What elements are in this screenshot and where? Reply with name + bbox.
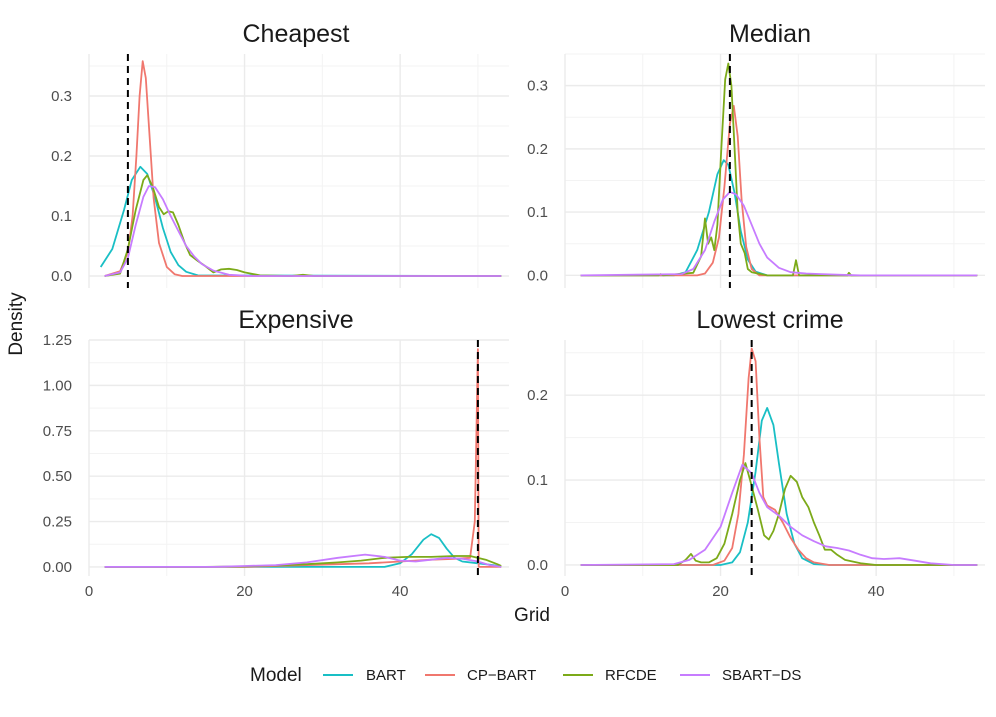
- panel-cheapest: 0.0 0.1 0.2 0.3 Cheapest: [51, 20, 509, 288]
- series-line-cp-bart: [580, 105, 978, 277]
- y-tick-label: 0.1: [527, 204, 548, 221]
- y-tick-label: 0.50: [43, 468, 72, 485]
- series-line-cp-bart: [580, 347, 978, 566]
- panels: 0.00.10.20.3Cheapest0.00.10.20.3Median0.…: [43, 20, 985, 600]
- x-tick-label: 0: [85, 583, 93, 600]
- series-line-bart: [580, 159, 978, 277]
- series-line-sbart-ds: [580, 463, 978, 566]
- panel-expensive: 0.00 0.25 0.50 0.75 1.00 1.25 0 20 40 Expensive: [43, 306, 509, 600]
- x-axis-title: Grid: [514, 605, 550, 626]
- x-tick-label: 40: [868, 583, 885, 600]
- legend: Model BART CP−BART RFCDE SBART−DS: [250, 665, 801, 686]
- series-line-bart: [580, 407, 978, 566]
- y-tick-label: 0.0: [527, 557, 548, 574]
- x-tick-label: 20: [712, 583, 729, 600]
- y-tick-label: 0.2: [527, 387, 548, 404]
- legend-label-sbart-ds: SBART−DS: [722, 667, 801, 684]
- y-tick-label: 0.3: [527, 78, 548, 95]
- series-line-sbart-ds: [580, 191, 978, 277]
- y-tick-label: 0.25: [43, 514, 72, 531]
- series-line-bart: [99, 165, 502, 277]
- panel-title: Expensive: [238, 306, 353, 334]
- y-tick-label: 0.75: [43, 423, 72, 440]
- y-tick-label: 1.00: [43, 377, 72, 394]
- y-tick-label: 0.2: [51, 148, 72, 165]
- series-line-cp-bart: [104, 348, 502, 568]
- y-tick-label: 0.00: [43, 559, 72, 576]
- panel-title: Lowest crime: [696, 306, 843, 334]
- series-line-sbart-ds: [104, 553, 502, 568]
- x-tick-label: 40: [392, 583, 409, 600]
- x-tick-label: 0: [561, 583, 569, 600]
- y-tick-label: 0.1: [51, 208, 72, 225]
- panel-title: Cheapest: [242, 20, 349, 48]
- x-tick-label: 20: [236, 583, 253, 600]
- legend-label-rfcde: RFCDE: [605, 667, 657, 684]
- legend-title: Model: [250, 665, 302, 686]
- y-tick-label: 0.1: [527, 472, 548, 489]
- series-line-cp-bart: [104, 60, 502, 277]
- y-tick-label: 0.0: [51, 268, 72, 285]
- panel-title: Median: [729, 20, 811, 48]
- panel-median: 0.0 0.1 0.2 0.3 Median: [527, 20, 985, 288]
- series-line-sbart-ds: [104, 185, 502, 277]
- y-tick-label: 1.25: [43, 332, 72, 349]
- y-tick-label: 0.2: [527, 141, 548, 158]
- panel-lowest-crime: 0.0 0.1 0.2 0 20 40 Lowest crime: [527, 306, 985, 600]
- legend-label-bart: BART: [366, 667, 406, 684]
- series-line-rfcde: [580, 462, 978, 566]
- y-tick-label: 0.3: [51, 88, 72, 105]
- y-axis-title: Density: [6, 292, 27, 356]
- y-tick-label: 0.0: [527, 267, 548, 284]
- legend-label-cp-bart: CP−BART: [467, 667, 536, 684]
